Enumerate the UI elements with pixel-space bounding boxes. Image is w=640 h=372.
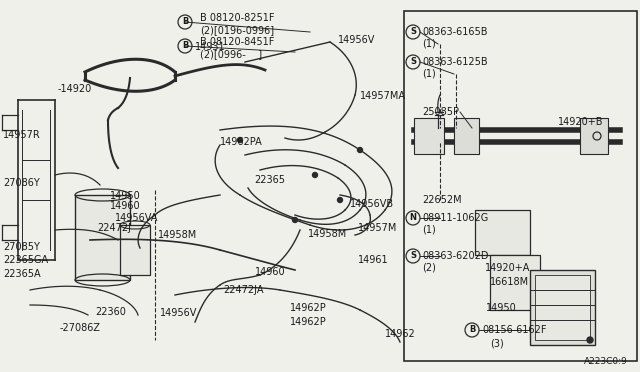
Text: 16618M: 16618M: [490, 277, 529, 287]
Bar: [75, 195, 130, 280]
Text: -27086Z: -27086Z: [60, 323, 101, 333]
Text: 14960: 14960: [110, 201, 141, 211]
Text: 27086Y: 27086Y: [3, 178, 40, 188]
Text: 14950: 14950: [110, 191, 141, 201]
Text: 25085P: 25085P: [422, 107, 459, 117]
Text: 27085Y: 27085Y: [3, 242, 40, 252]
Circle shape: [337, 198, 342, 202]
Text: B 08120-8451F: B 08120-8451F: [200, 37, 275, 47]
Text: 22365GA: 22365GA: [3, 255, 48, 265]
Text: 22360: 22360: [95, 307, 126, 317]
Text: S: S: [410, 251, 416, 260]
Text: N: N: [410, 214, 417, 222]
Text: 22652M: 22652M: [422, 195, 461, 205]
Text: 08363-6125B: 08363-6125B: [422, 57, 488, 67]
Circle shape: [292, 218, 298, 222]
Text: 14956VA: 14956VA: [115, 213, 158, 223]
Text: (2)[0196-0996]: (2)[0196-0996]: [200, 25, 274, 35]
Bar: [120, 225, 150, 275]
Text: 14960: 14960: [255, 267, 285, 277]
Text: 22472JA: 22472JA: [223, 285, 264, 295]
Bar: [404, 11, 637, 361]
Text: 14956VB: 14956VB: [350, 199, 394, 209]
Text: (2): (2): [422, 263, 436, 273]
Text: 08363-6165B: 08363-6165B: [422, 27, 488, 37]
Text: (1): (1): [422, 39, 436, 49]
Bar: [535, 275, 590, 340]
Text: A223C0:9: A223C0:9: [584, 357, 628, 366]
Text: 08911-1062G: 08911-1062G: [422, 213, 488, 223]
Text: 14920+B: 14920+B: [558, 117, 604, 127]
Text: S: S: [410, 28, 416, 36]
Text: (1): (1): [422, 225, 436, 235]
Text: B: B: [182, 17, 188, 26]
Text: 14962PA: 14962PA: [220, 137, 263, 147]
Circle shape: [237, 138, 243, 142]
Text: 22365A: 22365A: [3, 269, 40, 279]
Text: S: S: [410, 58, 416, 67]
Text: 14931: 14931: [195, 42, 226, 52]
Circle shape: [358, 148, 362, 153]
Text: 22365: 22365: [254, 175, 285, 185]
Text: 14957MA: 14957MA: [360, 91, 406, 101]
Text: 14962P: 14962P: [290, 317, 327, 327]
Text: (3): (3): [490, 339, 504, 349]
Text: (1): (1): [422, 69, 436, 79]
Bar: [475, 210, 530, 255]
Text: -14920: -14920: [58, 84, 92, 94]
Text: B: B: [182, 42, 188, 51]
Text: 14957M: 14957M: [358, 223, 397, 233]
Bar: [530, 270, 595, 345]
Text: 14961: 14961: [358, 255, 388, 265]
Text: 14962P: 14962P: [290, 303, 327, 313]
Text: 22472J: 22472J: [97, 223, 131, 233]
Text: B: B: [469, 326, 475, 334]
Circle shape: [587, 337, 593, 343]
Text: 08363-6202D: 08363-6202D: [422, 251, 488, 261]
Text: B 08120-8251F: B 08120-8251F: [200, 13, 275, 23]
Text: 14956V: 14956V: [160, 308, 197, 318]
Text: 14956V: 14956V: [338, 35, 376, 45]
Bar: [414, 118, 444, 154]
Text: 14958M: 14958M: [308, 229, 348, 239]
Text: 08156-6162F: 08156-6162F: [482, 325, 547, 335]
Text: 14950: 14950: [486, 303, 516, 313]
Text: 14957R: 14957R: [3, 130, 41, 140]
Text: 14920+A: 14920+A: [485, 263, 531, 273]
Circle shape: [312, 173, 317, 177]
Bar: [580, 118, 608, 154]
Text: 14958M: 14958M: [158, 230, 197, 240]
Text: (2)[0996-    ]: (2)[0996- ]: [200, 49, 262, 59]
Text: 14962: 14962: [385, 329, 416, 339]
Bar: [490, 255, 540, 310]
Bar: [454, 118, 479, 154]
